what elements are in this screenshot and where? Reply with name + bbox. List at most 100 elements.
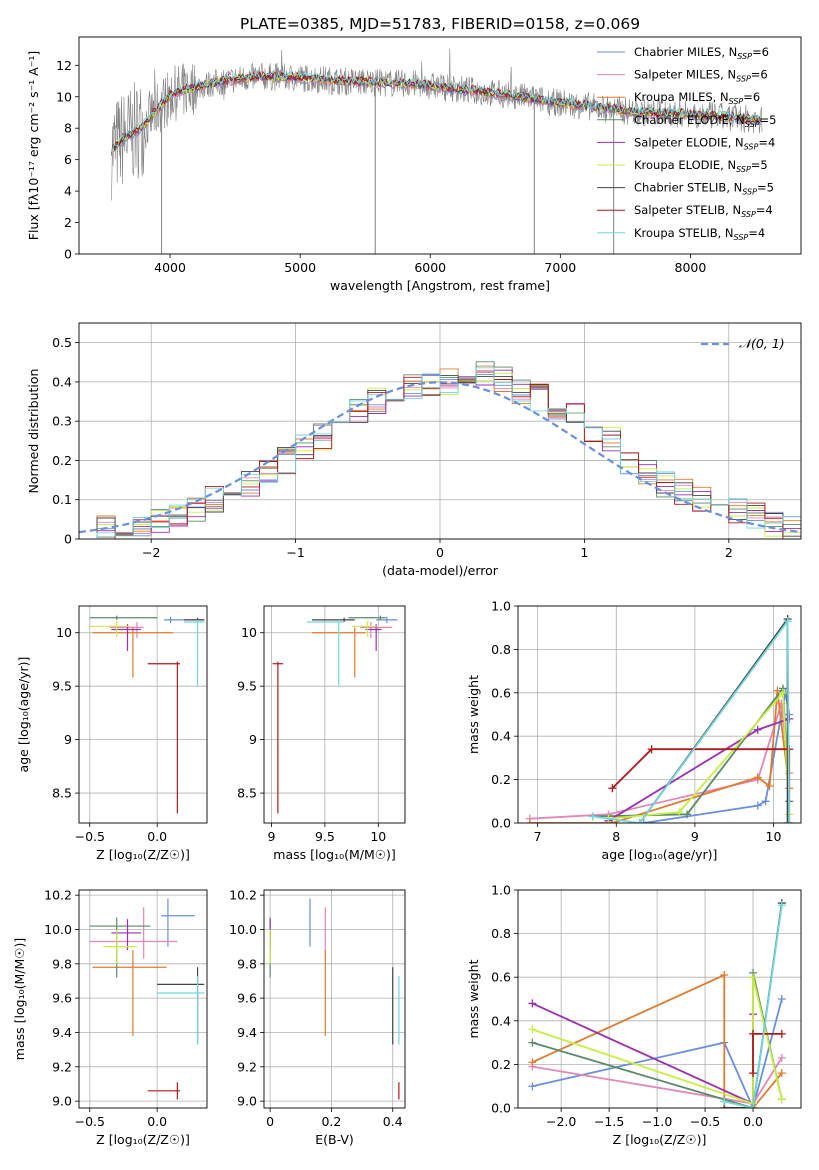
- y-tick-label: 0.4: [491, 729, 511, 744]
- y-tick-label: 9.5: [52, 679, 72, 694]
- axes-mass-vs-EBV: 0 0.2 0.4 9.0 9.2 9.4 9.6 9.8 10.0 10.2 E(B-V): [229, 888, 406, 1147]
- mass-weight-line: [529, 703, 791, 820]
- mass-weight-line: [724, 905, 783, 1108]
- spectrum-legend: Chabrier MILES, NSSP=6 Salpeter MILES, NS…: [597, 45, 776, 242]
- mass-weight-line: [607, 717, 790, 822]
- x-tick-label: −2.0: [546, 1114, 576, 1129]
- mass-weight-point: [749, 1069, 758, 1078]
- mass-weight-point: [765, 782, 774, 791]
- axes-frame: [78, 605, 208, 824]
- x-tick-label: 0.2: [321, 1114, 341, 1129]
- x-tick-label: 5000: [284, 260, 316, 275]
- y-tick-label: 8: [64, 121, 72, 136]
- x-tick-label: −2: [142, 545, 160, 560]
- x-tick-label: 6000: [414, 260, 446, 275]
- mass-weight-line: [532, 973, 783, 1108]
- y-tick-label: 10: [56, 89, 72, 104]
- axes-frame: [78, 36, 802, 255]
- model-spectrum-line: [111, 70, 762, 153]
- axes-frame: [263, 889, 406, 1109]
- mass-weight-point: [749, 1104, 758, 1108]
- x-axis-label: E(B-V): [315, 1132, 354, 1147]
- x-tick-label: −1: [286, 545, 304, 560]
- axes-frame: [78, 322, 802, 540]
- axes-age-vs-Z: −0.5 0.0 8.5 9 9.5 10 Z [log₁₀(Z/Z☉)] age [log₁…: [16, 605, 208, 862]
- x-tick-label: 7: [534, 829, 542, 844]
- mass-weight-point: [753, 801, 762, 810]
- y-tick-label: 0.6: [491, 970, 511, 985]
- plot-area: [272, 615, 398, 814]
- x-tick-label: 9: [691, 829, 699, 844]
- mass-weight-point: [778, 688, 787, 697]
- x-tick-label: −0.5: [690, 1114, 720, 1129]
- y-tick-label: 8.5: [52, 786, 72, 801]
- legend-entry: Kroupa ELODIE, NSSP=5: [634, 158, 768, 174]
- residual-legend: 𝒩(0, 1): [701, 336, 785, 351]
- x-tick-label: 9: [268, 829, 276, 844]
- y-tick-label: 0.0: [491, 1101, 511, 1116]
- mass-weight-point: [720, 971, 729, 980]
- y-tick-label: 9.8: [52, 956, 72, 971]
- mass-weight-point: [528, 1082, 537, 1091]
- plot-area: [89, 898, 205, 1100]
- y-tick-label: 9.0: [52, 1094, 72, 1109]
- gridlines: [264, 890, 405, 1108]
- y-tick-label: 0.2: [52, 453, 72, 468]
- y-tick-label: 0.5: [52, 335, 72, 350]
- y-tick-label: 9.6: [237, 991, 257, 1006]
- mass-weight-point: [753, 773, 762, 782]
- mass-weight-point: [528, 1058, 537, 1067]
- x-tick-label: 0.0: [147, 829, 167, 844]
- legend-entry: Salpeter STELIB, NSSP=4: [634, 203, 773, 219]
- y-tick-label: 0.6: [491, 685, 511, 700]
- axes-residuals: −2 −1 0 1 2 0 0.1 0.2 0.3 0.4 0.5 (data-model)/erro…: [26, 322, 802, 578]
- mass-weight-point: [528, 1025, 537, 1034]
- y-tick-label: 9.0: [237, 1094, 257, 1109]
- mass-weight-point: [777, 1029, 786, 1038]
- x-axis-label: (data-model)/error: [382, 563, 499, 578]
- x-tick-label: −1.5: [594, 1114, 624, 1129]
- y-tick-label: 0.8: [491, 926, 511, 941]
- x-tick-label: 9.5: [315, 829, 335, 844]
- residual-histogram: [79, 367, 801, 539]
- y-axis-label: Flux [fλ10⁻¹⁷ erg cm⁻² s⁻¹ A⁻¹]: [26, 51, 41, 240]
- y-tick-label: 10: [56, 625, 72, 640]
- y-tick-label: 10.2: [229, 888, 257, 903]
- y-tick-label: 1.0: [491, 883, 511, 898]
- mass-weight-point: [675, 808, 684, 817]
- x-tick-label: 10: [370, 829, 386, 844]
- y-tick-label: 9.6: [52, 991, 72, 1006]
- y-tick-label: 0.4: [491, 1013, 511, 1028]
- y-tick-label: 0.1: [52, 492, 72, 507]
- y-tick-label: 10.0: [44, 922, 72, 937]
- x-tick-label: 0.4: [383, 1114, 403, 1129]
- mass-weight-point: [761, 797, 770, 806]
- y-tick-label: 9.2: [52, 1059, 72, 1074]
- x-axis-label: age [log₁₀(age/yr)]: [602, 847, 718, 862]
- x-axis-label: Z [log₁₀(Z/Z☉)]: [613, 1132, 707, 1147]
- gaussian-curve: [79, 381, 801, 534]
- x-axis-label: Z [log₁₀(Z/Z☉)]: [96, 1132, 190, 1147]
- x-tick-label: 7000: [544, 260, 576, 275]
- mass-weight-point: [608, 784, 617, 793]
- mass-weight-point: [528, 999, 537, 1008]
- legend-entry: Chabrier ELODIE, NSSP=5: [634, 113, 776, 129]
- y-axis-label: mass [log₁₀(M/M☉)]: [12, 938, 27, 1060]
- mass-weight-line: [643, 692, 791, 823]
- axes-frame: [517, 889, 802, 1109]
- y-tick-label: 12: [56, 58, 72, 73]
- mass-weight-point: [777, 901, 786, 910]
- mass-weight-line: [532, 998, 783, 1108]
- legend-entry: Chabrier MILES, NSSP=6: [634, 45, 769, 61]
- mass-weight-point: [753, 725, 762, 734]
- y-tick-label: 6: [64, 152, 72, 167]
- y-tick-label: 9.5: [237, 679, 257, 694]
- mass-weight-point: [783, 819, 792, 823]
- y-tick-label: 9.4: [237, 1025, 257, 1040]
- y-tick-label: 0.2: [491, 1057, 511, 1072]
- mass-weight-point: [528, 1038, 537, 1047]
- y-tick-label: 8.5: [237, 786, 257, 801]
- y-tick-label: 9.2: [237, 1059, 257, 1074]
- mass-weight-line: [608, 690, 791, 820]
